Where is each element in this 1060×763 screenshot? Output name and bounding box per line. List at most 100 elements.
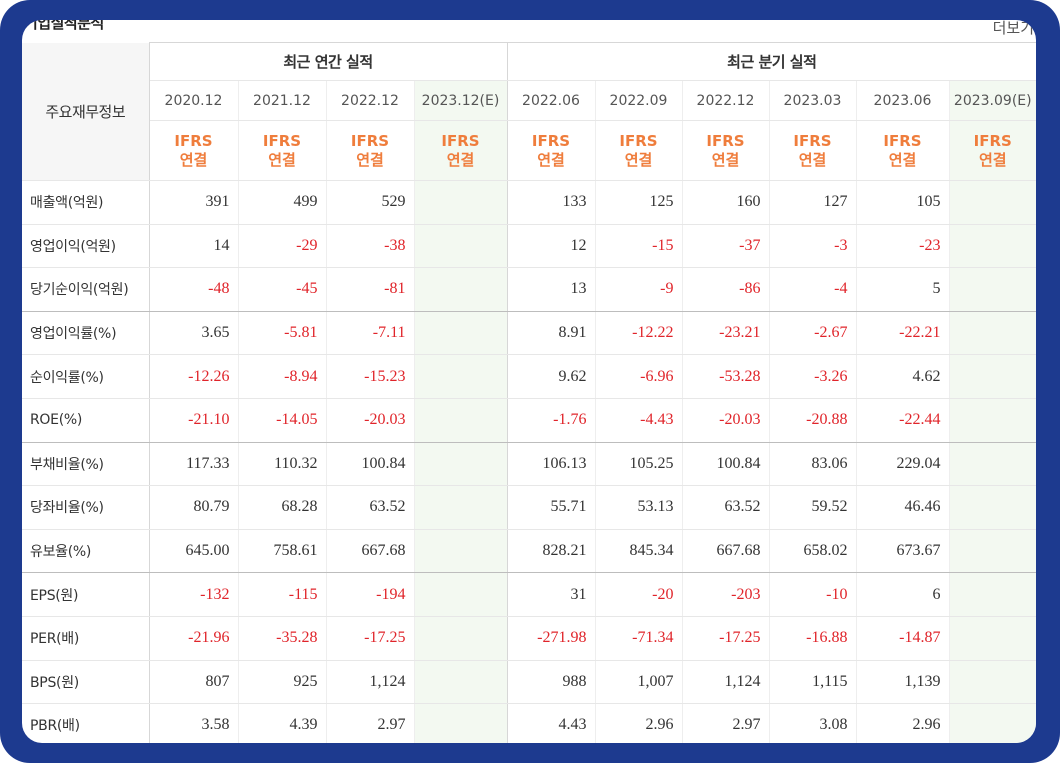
ifrs-consolidated: 연결 — [537, 150, 565, 169]
table-cell: 4.39 — [237, 703, 326, 743]
period-header-row: 2020.12 2021.12 2022.12 2023.12(E) 2022.06 20… — [22, 80, 1036, 121]
table-cell — [413, 311, 507, 356]
table-row: 순이익률(%) -12.26 -8.94 -15.23 9.62 -6.96 -53.28-… — [22, 354, 1036, 399]
table-cell: 4.43 — [506, 703, 595, 743]
section-title: 기업실적분석 — [24, 20, 104, 32]
table-cell: 988 — [506, 660, 595, 705]
table-cell — [413, 224, 507, 269]
table-cell: 55.71 — [506, 485, 595, 530]
more-link[interactable]: 더보기 — [992, 20, 1034, 37]
table-cell: 83.06 — [768, 442, 856, 487]
table-row: ROE(%) -21.10 -14.05 -20.03 -1.76 -4.43 -20.03… — [22, 398, 1036, 443]
table-row: 유보율(%) 645.00 758.61 667.68 828.21 845.34 667.… — [22, 529, 1036, 574]
table-row: 영업이익(억원) 14 -29 -38 12 -15 -37 -3 -23 — [22, 224, 1036, 269]
table-cell: -81 — [325, 267, 414, 312]
ifrs-standard: IFRS — [441, 131, 480, 150]
table-cell: -86 — [681, 267, 769, 312]
table-cell: 31 — [506, 572, 595, 617]
table-cell: 229.04 — [855, 442, 949, 487]
table-cell: -14.05 — [237, 398, 326, 443]
table-cell: 14 — [148, 224, 238, 269]
ifrs-label: IFRS 연결 — [148, 120, 238, 181]
table-row: 당기순이익(억원) -48 -45 -81 13 -9 -86 -4 5 — [22, 267, 1036, 312]
table-body: 매출액(억원) 391 499 529 133 125 160 127 105 영업이익(억원) 1… — [22, 180, 1036, 743]
row-label: 매출액(억원) — [22, 180, 150, 225]
table-cell: 46.46 — [855, 485, 949, 530]
table-cell — [413, 572, 507, 617]
table-cell: -12.22 — [594, 311, 682, 356]
table-cell: 68.28 — [237, 485, 326, 530]
table-cell: -22.44 — [855, 398, 949, 443]
ifrs-consolidated: 연결 — [711, 150, 740, 169]
table-row: 부채비율(%) 117.33 110.32 100.84 106.13 105.25 100… — [22, 442, 1036, 487]
ifrs-standard: IFRS — [883, 131, 922, 150]
table-cell: 2.96 — [594, 703, 682, 743]
table-cell: -3 — [768, 224, 856, 269]
table-cell — [948, 180, 1036, 225]
table-cell — [948, 616, 1036, 661]
table-row: 영업이익률(%) 3.65 -5.81 -7.11 8.91 -12.22 -23.21 -2… — [22, 311, 1036, 356]
period-header: 2023.03 — [768, 80, 856, 121]
table-cell: -21.10 — [148, 398, 238, 443]
table-row: PBR(배) 3.58 4.39 2.97 4.43 2.96 2.97 3.08 2.96 — [22, 703, 1036, 743]
period-header: 2022.12 — [325, 80, 414, 121]
table-cell: 667.68 — [681, 529, 769, 574]
row-label: 당기순이익(억원) — [22, 267, 150, 312]
ifrs-standard: IFRS — [619, 131, 658, 150]
table-cell: 925 — [237, 660, 326, 705]
table-cell: 391 — [148, 180, 238, 225]
table-row: EPS(원) -132 -115 -194 31 -20 -203 -10 6 — [22, 572, 1036, 617]
table-cell: 4.62 — [855, 354, 949, 399]
period-header: 2022.09 — [594, 80, 682, 121]
table-cell: -53.28 — [681, 354, 769, 399]
table-cell: 1,139 — [855, 660, 949, 705]
table-cell: 667.68 — [325, 529, 414, 574]
table-cell: -271.98 — [506, 616, 595, 661]
table-cell: -4.43 — [594, 398, 682, 443]
table-cell: 8.91 — [506, 311, 595, 356]
table-cell: 133 — [506, 180, 595, 225]
ifrs-consolidated: 연결 — [446, 150, 475, 169]
ifrs-consolidated: 연결 — [624, 150, 653, 169]
ifrs-header-row: IFRS 연결 IFRS 연결 IFRS 연결 IFRS 연결 IFRS 연결 IFRS 연결 IFRS… — [22, 120, 1036, 181]
table-row: PER(배) -21.96 -35.28 -17.25 -271.98 -71.34 -17… — [22, 616, 1036, 661]
table-cell: -7.11 — [325, 311, 414, 356]
table-cell: 673.67 — [855, 529, 949, 574]
period-header: 2021.12 — [237, 80, 326, 121]
table-cell — [948, 398, 1036, 443]
table-cell: -3.26 — [768, 354, 856, 399]
period-header: 2023.09(E) — [948, 80, 1036, 121]
table-cell — [948, 572, 1036, 617]
table-cell — [948, 224, 1036, 269]
table-cell: 12 — [506, 224, 595, 269]
ifrs-standard: IFRS — [793, 131, 832, 150]
table-cell: -17.25 — [325, 616, 414, 661]
table-cell — [413, 660, 507, 705]
row-label: 영업이익(억원) — [22, 224, 150, 269]
table-cell: 100.84 — [681, 442, 769, 487]
ifrs-standard: IFRS — [531, 131, 571, 150]
table-cell — [413, 485, 507, 530]
table-cell — [948, 311, 1036, 356]
ifrs-consolidated: 연결 — [798, 150, 827, 169]
table-cell: 2.97 — [681, 703, 769, 743]
table-cell — [948, 529, 1036, 574]
table-cell: -132 — [148, 572, 238, 617]
financial-panel: 기업실적분석 더보기 주요재무정보 최근 연간 실적 최근 분 — [22, 20, 1036, 743]
ifrs-consolidated: 연결 — [356, 150, 384, 169]
table-cell: 2.97 — [325, 703, 414, 743]
table-cell: -6.96 — [594, 354, 682, 399]
quarter-group-header: 최근 분기 실적 — [507, 42, 1036, 81]
table-cell: 53.13 — [594, 485, 682, 530]
table-cell: -48 — [148, 267, 238, 312]
table-cell: -203 — [681, 572, 769, 617]
row-label: EPS(원) — [22, 572, 150, 617]
table-cell: -1.76 — [506, 398, 595, 443]
ifrs-label: IFRS 연결 — [506, 120, 595, 181]
table-cell — [413, 398, 507, 443]
table-cell — [413, 703, 507, 743]
table-cell: 499 — [237, 180, 326, 225]
table-cell: -20.88 — [768, 398, 856, 443]
table-row: BPS(원) 807 925 1,124 988 1,007 1,124 1,115 1,139 — [22, 660, 1036, 705]
row-label: 부채비율(%) — [22, 442, 150, 487]
